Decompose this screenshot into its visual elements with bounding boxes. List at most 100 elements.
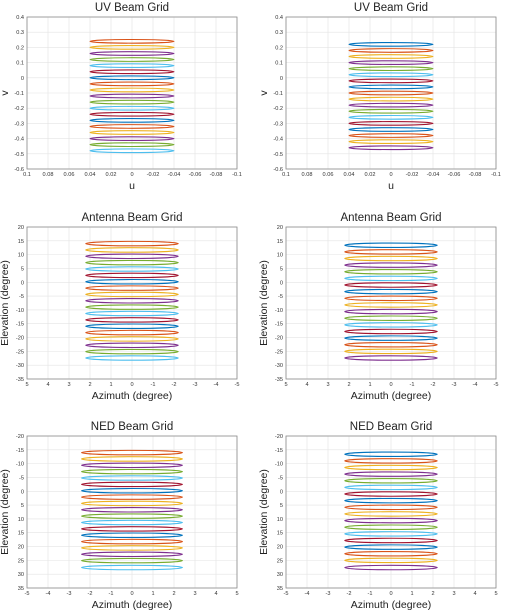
x-tick-label: -0.04 [168,172,181,178]
y-tick-label: 15 [277,531,283,537]
y-tick-label: 0 [280,489,283,495]
beam-ellipse [81,481,183,488]
beam-ellipse [85,240,179,247]
beam-ellipse [89,81,175,87]
x-tick-label: -0.08 [469,172,482,178]
beam-ellipse [89,99,175,105]
y-tick-label: -30 [16,363,24,369]
x-tick-label: 3 [193,591,196,597]
beam-ellipse [81,526,183,532]
y-axis-label: v [258,90,270,96]
beam-ellipse [344,302,438,308]
y-tick-label: 0.2 [16,45,24,51]
beam-ellipse [85,272,179,279]
beam-ellipse [85,266,179,272]
beam-ellipse [81,449,183,456]
x-tick-label: 0.08 [302,172,313,178]
y-tick-label: 0 [21,76,24,82]
beam-ellipse [85,323,179,329]
x-tick-label: 5 [25,382,28,388]
x-tick-label: 1 [410,591,413,597]
x-tick-label: -2 [431,382,436,388]
x-tick-label: 3 [452,591,455,597]
x-tick-label: 0.1 [282,172,290,178]
x-tick-label: -5 [284,591,289,597]
y-tick-label: 15 [18,239,24,245]
beam-ellipse [89,105,175,111]
y-tick-label: 0.2 [275,45,283,51]
y-tick-label: -5 [19,475,24,481]
y-tick-label: 5 [280,503,283,509]
y-tick-label: 0.4 [16,15,24,21]
beam-ellipse [344,335,438,341]
chart-title: UV Beam Grid [354,2,428,14]
x-tick-label: 0 [389,591,392,597]
x-tick-label: -4 [46,591,51,597]
y-axis-label: Elevation (degree) [0,260,11,346]
x-tick-label: 0 [130,382,133,388]
beam-ellipse [81,519,183,526]
x-tick-label: 5 [284,382,287,388]
x-tick-label: -0.06 [448,172,461,178]
y-tick-label: -15 [275,448,283,454]
beam-ellipse [348,41,434,47]
x-tick-label: 0.06 [323,172,334,178]
y-tick-label: 5 [21,266,24,272]
beam-ellipse [344,497,438,504]
beam-ellipse [348,72,434,78]
beam-ellipse [81,564,183,571]
beam-ellipse [348,54,434,59]
axes-frame [26,435,238,589]
chart-title: Antenna Beam Grid [340,212,441,224]
beam-ellipse [81,551,183,558]
y-tick-label: -15 [16,322,24,328]
beam-ellipse [344,517,438,524]
x-tick-label: 2 [88,382,91,388]
y-tick-label: 20 [18,545,24,551]
y-tick-label: 5 [280,266,283,272]
x-tick-label: 3 [67,382,70,388]
beam-ellipse [81,462,183,469]
x-tick-label: -4 [473,382,478,388]
x-tick-label: -1 [109,591,114,597]
y-tick-label: 30 [277,572,283,578]
y-tick-label: 15 [277,239,283,245]
y-tick-label: 0 [280,76,283,82]
x-tick-label: -0.02 [406,172,419,178]
y-tick-label: 0 [21,489,24,495]
axes-frame [285,226,497,380]
y-tick-label: 35 [18,586,24,592]
x-tick-label: -5 [494,382,499,388]
beam-ellipse [89,51,175,56]
beam-ellipse [348,48,434,53]
beam-ellipse [85,348,179,355]
x-tick-label: -1 [368,591,373,597]
y-tick-label: -0.5 [14,152,24,158]
chart-panel-6: -5 -4 -3 -2 -1 0 1 2 3 4 5-20-15-10-50510152025303… [258,421,498,611]
beam-ellipse [81,494,183,500]
y-tick-label: 0.1 [275,61,283,67]
x-tick-label: -2 [172,382,177,388]
chart-title: NED Beam Grid [350,421,432,433]
x-tick-label: 2 [172,591,175,597]
x-tick-label: 4 [473,591,476,597]
x-tick-label: -2 [88,591,93,597]
x-tick-label: 3 [326,382,329,388]
y-tick-label: -5 [19,294,24,300]
beam-ellipse [81,468,183,475]
y-tick-label: 10 [277,517,283,523]
beam-ellipse [85,304,179,310]
beam-ellipse [344,242,438,249]
x-tick-label: -0.02 [147,172,160,178]
x-tick-label: -3 [193,382,198,388]
x-axis-label: Azimuth (degree) [351,599,432,611]
y-tick-label: -10 [275,308,283,314]
beam-ellipse [344,537,438,544]
y-tick-label: -5 [278,294,283,300]
beam-ellipse [348,114,434,120]
beam-ellipse [348,121,434,126]
y-tick-label: -0.3 [14,121,24,127]
x-tick-label: 0.04 [344,172,355,178]
beam-ellipse [89,63,175,69]
beam-ellipse [348,60,434,65]
